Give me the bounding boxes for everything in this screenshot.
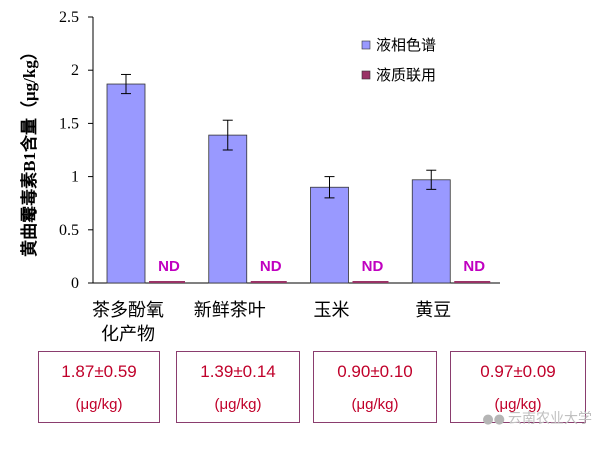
y-axis-label: 黄曲霉毒素B1含量（μg/kg）	[19, 43, 39, 257]
legend-label: 液相色谱	[376, 36, 436, 54]
nd-label: ND	[463, 258, 485, 275]
category-label: 茶多酚氧化产物	[92, 300, 164, 345]
value-box-unit: (μg/kg)	[214, 396, 262, 413]
y-tick-label: 2.5	[59, 9, 79, 26]
legend-swatch	[361, 70, 371, 80]
bar-lc-ms	[149, 281, 185, 283]
nd-label: ND	[158, 258, 180, 275]
value-box: 1.39±0.14 (μg/kg)	[176, 351, 300, 423]
y-tick-label: 0	[71, 275, 79, 292]
legend-label: 液质联用	[376, 66, 436, 84]
category-labels: 茶多酚氧化产物 新鲜茶叶 玉米 黄豆	[92, 300, 451, 345]
value-box: 1.87±0.59 (μg/kg)	[38, 351, 160, 423]
value-box-value: 0.90±0.10	[337, 362, 413, 381]
chart: 黄曲霉毒素B1含量（μg/kg） 0 0.5 1 1.5 2 2.5 ND ND ND ND 茶…	[19, 9, 500, 345]
legend-swatch	[361, 40, 371, 50]
value-box-unit: (μg/kg)	[75, 396, 123, 413]
category-label: 玉米	[314, 300, 350, 321]
watermark-text: 云南农业大学	[508, 411, 592, 427]
y-tick-label: 0.5	[59, 222, 79, 239]
watermark: ●● 云南农业大学	[482, 408, 592, 428]
category-label: 黄豆	[415, 300, 451, 321]
wechat-icon: ●●	[482, 412, 505, 427]
nd-label: ND	[362, 258, 384, 275]
value-box-unit: (μg/kg)	[494, 396, 542, 413]
y-tick-label: 2	[71, 62, 79, 79]
category-label: 新鲜茶叶	[194, 300, 266, 321]
bar-lc-ms	[454, 281, 491, 283]
nd-label: ND	[260, 258, 282, 275]
bar-chart: 黄曲霉毒素B1含量（μg/kg） 0 0.5 1 1.5 2 2.5 ND ND ND ND 茶…	[19, 9, 500, 345]
y-tick-label: 1.5	[59, 115, 79, 132]
bar-liquid-chromatography	[106, 83, 146, 284]
value-box-value: 0.97±0.09	[480, 362, 556, 381]
value-box-value: 1.39±0.14	[200, 362, 276, 381]
value-boxes: 1.87±0.59 (μg/kg) 1.39±0.14 (μg/kg) 0.90…	[38, 351, 586, 425]
y-ticks: 0 0.5 1 1.5 2 2.5	[59, 9, 93, 292]
bar-lc-ms	[352, 281, 389, 283]
bar-lc-ms	[250, 281, 287, 283]
y-tick-label: 1	[71, 169, 79, 186]
value-box: 0.97±0.09 (μg/kg)	[450, 351, 586, 423]
value-box: 0.90±0.10 (μg/kg)	[313, 351, 437, 423]
bar-liquid-chromatography	[310, 186, 349, 284]
value-box-unit: (μg/kg)	[351, 396, 399, 413]
y-axis-title: 黄曲霉毒素B1含量（μg/kg）	[19, 43, 39, 257]
value-box-value: 1.87±0.59	[61, 362, 137, 381]
bars: ND ND ND ND	[106, 73, 491, 284]
bar-liquid-chromatography	[411, 179, 451, 284]
bar-liquid-chromatography	[208, 134, 248, 284]
